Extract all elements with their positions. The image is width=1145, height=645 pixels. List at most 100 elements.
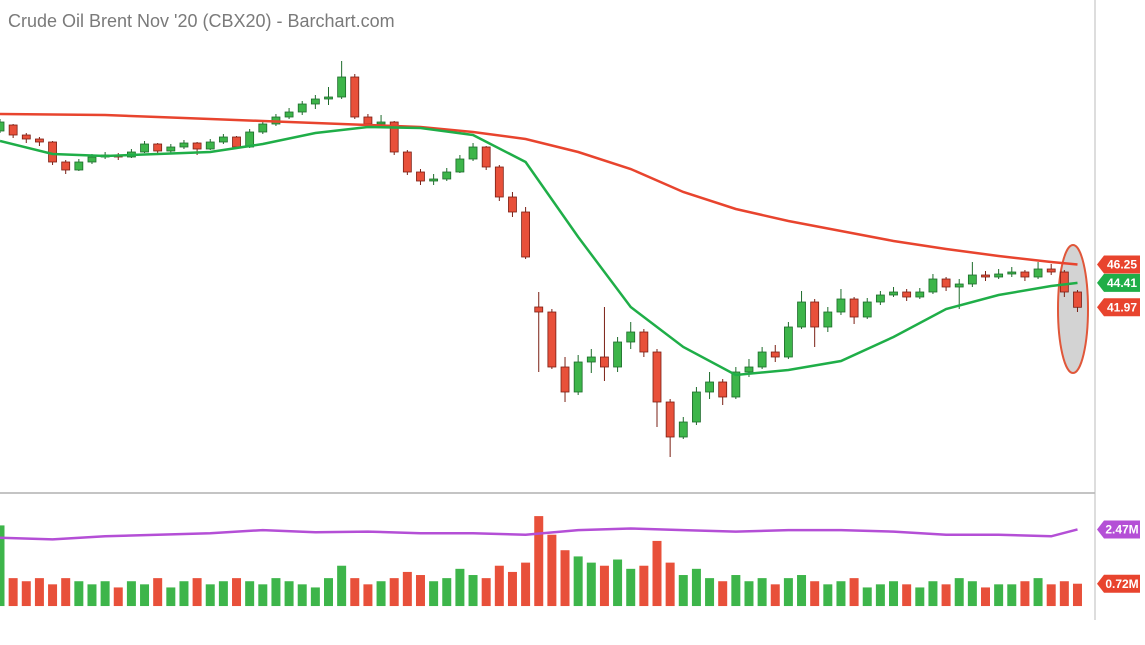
volume-bar [140,584,150,607]
candle-body [258,123,268,133]
volume-bar [297,584,307,607]
candle-body [140,143,149,153]
price-tag [1097,255,1140,274]
candle-body [875,294,885,303]
candle-body [284,111,294,118]
volume-bar [954,578,964,607]
candle-body [87,156,97,163]
candle-body [547,311,557,368]
volume-bar [744,581,754,607]
volume-bar [363,584,373,607]
volume-bar [507,571,517,607]
price-tag-label: 41.97 [1107,300,1137,314]
volume-bar [967,581,977,607]
volume-bar [113,587,123,607]
candle-body [350,76,360,118]
volume-bar [849,578,859,607]
candle-body [784,326,793,358]
candle-body [1059,271,1069,293]
volume-bar [639,565,649,607]
volume-bar [1020,581,1030,607]
volume-bar [284,581,294,607]
candle-body [902,291,912,298]
volume-bar [981,587,990,607]
volume-bar [100,581,110,607]
candle-body [1046,268,1056,273]
candle-body [192,142,202,150]
candle-body [494,166,504,198]
candle-body [967,274,977,285]
volume-bar [678,575,688,607]
volume-bar [521,562,531,607]
candle-body [363,116,373,125]
volume-bar [613,559,623,607]
candle-body [324,96,333,100]
candle-body [665,401,675,438]
candle-body [337,76,347,98]
candle-body [21,134,31,140]
volume-bar [87,584,97,607]
volume-bar [586,562,596,607]
candle-body [48,141,57,163]
volume-bar [429,581,439,607]
price-tag [1097,298,1140,317]
volume-bar [889,581,899,607]
candle-body [61,161,71,171]
candle-body [455,158,465,173]
candle-body [468,146,478,160]
volume-bar [1046,584,1056,607]
candle-body [560,366,570,393]
candle-body [389,121,399,153]
volume-bar [810,581,820,607]
volume-bar [126,581,136,607]
candle-body [481,146,491,168]
volume-bar [941,584,951,607]
volume-bar [324,578,333,607]
volume-bar [0,525,5,607]
candle-body [1033,268,1043,278]
candle-body [718,381,728,398]
candle-body [402,151,412,173]
candle-body [836,298,846,313]
candle-body [74,161,84,171]
candle-body [692,391,701,423]
volume-bar [337,565,347,607]
candle-body [232,136,241,148]
moving-average-line [0,125,1078,377]
candle-body [1007,271,1017,275]
candle-body [954,283,964,288]
volume-bar [560,550,570,607]
price-tag [1097,273,1140,292]
volume-bar [836,581,846,607]
volume-bar [61,578,71,607]
volume-bar [218,581,228,607]
volume-bar [455,568,465,607]
candle-body [179,142,189,148]
candle-body [534,306,544,313]
volume-bar [310,587,320,607]
candle-body [1073,291,1082,308]
candle-body [416,171,425,182]
volume-bar [402,571,412,607]
candle-body [652,351,662,403]
candle-body [586,356,596,363]
volume-bar [547,534,557,607]
candle-body [928,278,938,293]
candle-body [889,291,898,296]
marks [0,61,1082,607]
candle-body [218,136,228,143]
volume-bar [8,578,18,607]
candle-body [613,341,622,368]
volume-bar [1033,578,1043,607]
volume-bar [1059,581,1069,607]
volume-bar [705,578,715,607]
volume-bar [757,578,767,607]
candle-body [810,301,820,328]
volume-bar [34,578,44,607]
candle-body [310,98,320,105]
candle-body [508,196,517,213]
candle-body [705,381,714,393]
candle-body [442,171,452,180]
price-tag [1097,574,1140,593]
